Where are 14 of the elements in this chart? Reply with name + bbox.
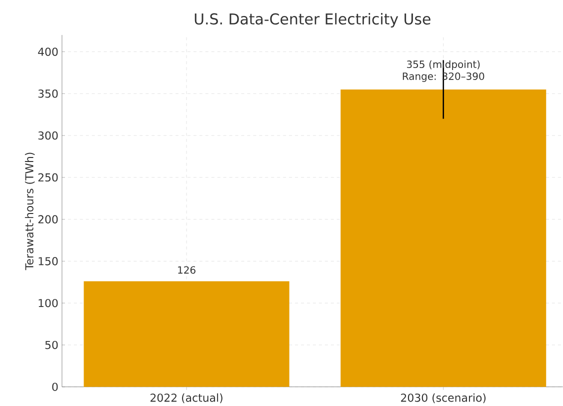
- data-label: 126: [178, 266, 196, 274]
- y-tick-label: 250: [38, 173, 58, 182]
- y-tick-label: 50: [45, 340, 58, 349]
- x-tick-label: 2030 (scenario): [401, 393, 486, 403]
- y-tick-label: 300: [38, 131, 58, 140]
- y-tick-label: 0: [52, 382, 58, 391]
- y-tick-label: 100: [38, 298, 58, 307]
- chart-title: U.S. Data-Center Electricity Use: [194, 12, 430, 28]
- y-tick-label: 150: [38, 256, 58, 266]
- y-tick-label: 350: [38, 89, 58, 98]
- y-tick-label: 400: [38, 47, 58, 56]
- y-tick-label: 200: [38, 214, 58, 224]
- y-axis-title: Terawatt-hours (TWh): [24, 152, 35, 270]
- x-tick-label: 2022 (actual): [150, 393, 222, 403]
